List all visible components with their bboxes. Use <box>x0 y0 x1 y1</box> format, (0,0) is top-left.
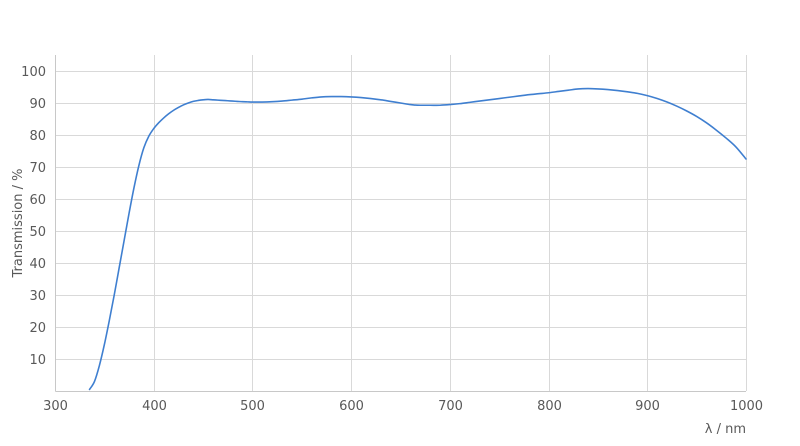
x-tick-label: 900 <box>635 399 660 414</box>
x-axis-tick-labels: 300 400 500 600 700 800 900 1000 <box>43 399 763 414</box>
y-tick-label: 40 <box>29 257 46 272</box>
y-axis-title: Transmission / % <box>11 169 26 279</box>
x-tick-label: 600 <box>339 399 364 414</box>
y-tick-label: 90 <box>29 97 46 112</box>
y-tick-label: 10 <box>29 353 46 368</box>
axis-lines <box>55 55 746 392</box>
y-tick-label: 30 <box>29 289 46 304</box>
grid-lines <box>55 55 747 391</box>
series-line-transmission <box>88 87 747 391</box>
y-tick-label: 20 <box>29 321 46 336</box>
x-axis-title: λ / nm <box>705 422 746 437</box>
x-tick-label: 300 <box>43 399 68 414</box>
y-tick-label: 100 <box>21 65 46 80</box>
data-series-group <box>88 87 747 391</box>
x-tick-label: 400 <box>142 399 167 414</box>
y-tick-label: 70 <box>29 161 46 176</box>
y-tick-label: 50 <box>29 225 46 240</box>
x-tick-label: 1000 <box>730 399 763 414</box>
y-tick-label: 60 <box>29 193 46 208</box>
y-axis-tick-labels: 10 20 30 40 50 60 70 80 90 100 <box>21 65 46 368</box>
y-tick-label: 80 <box>29 129 46 144</box>
x-tick-label: 700 <box>438 399 463 414</box>
x-tick-label: 800 <box>537 399 562 414</box>
x-tick-label: 500 <box>240 399 265 414</box>
